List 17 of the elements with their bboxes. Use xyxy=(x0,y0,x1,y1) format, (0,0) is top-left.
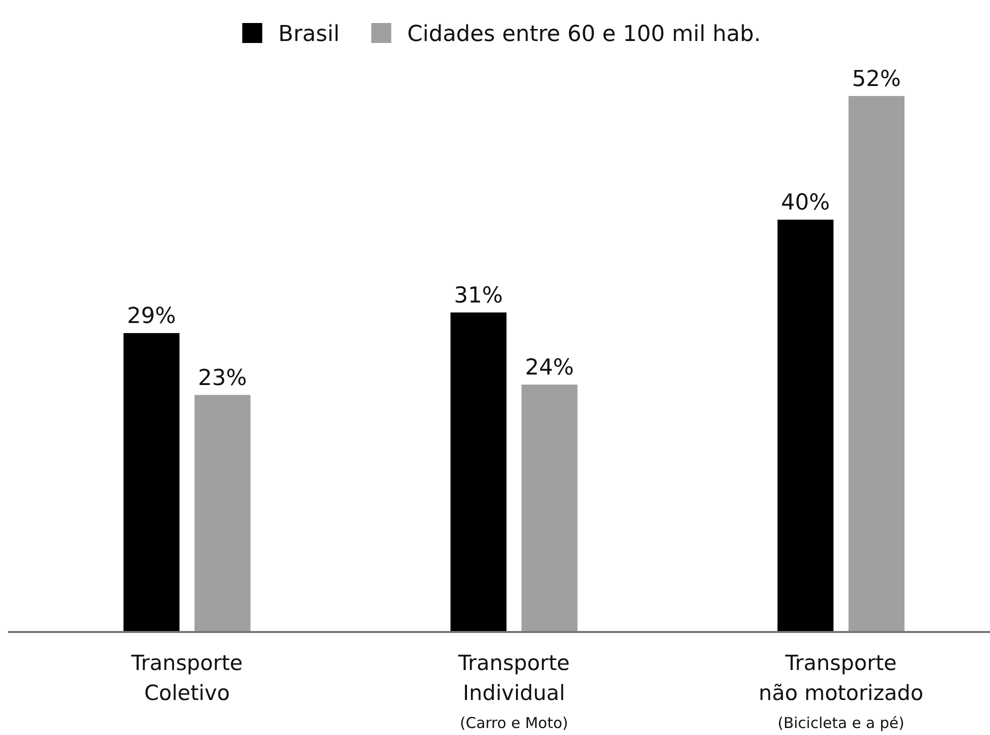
bar xyxy=(778,220,834,632)
bar xyxy=(124,333,180,632)
legend-label: Brasil xyxy=(278,22,340,47)
bar xyxy=(522,384,578,632)
x-tick-label: Transporte não motorizado (Bicicleta e a pé) xyxy=(758,651,924,732)
data-label: 52% xyxy=(852,67,901,92)
data-label: 40% xyxy=(781,190,830,216)
legend-label: Cidades entre 60 e 100 mil hab. xyxy=(407,22,761,47)
bar xyxy=(194,394,250,632)
data-label: 24% xyxy=(525,356,574,381)
bar xyxy=(450,312,506,632)
data-label: 29% xyxy=(127,304,176,330)
x-tick-label: Transporte Coletivo xyxy=(130,651,243,705)
x-tick-label: Transporte Individual (Carro e Moto) xyxy=(457,651,570,732)
data-label: 31% xyxy=(454,283,503,308)
bar xyxy=(848,96,904,632)
data-label: 23% xyxy=(198,366,247,391)
